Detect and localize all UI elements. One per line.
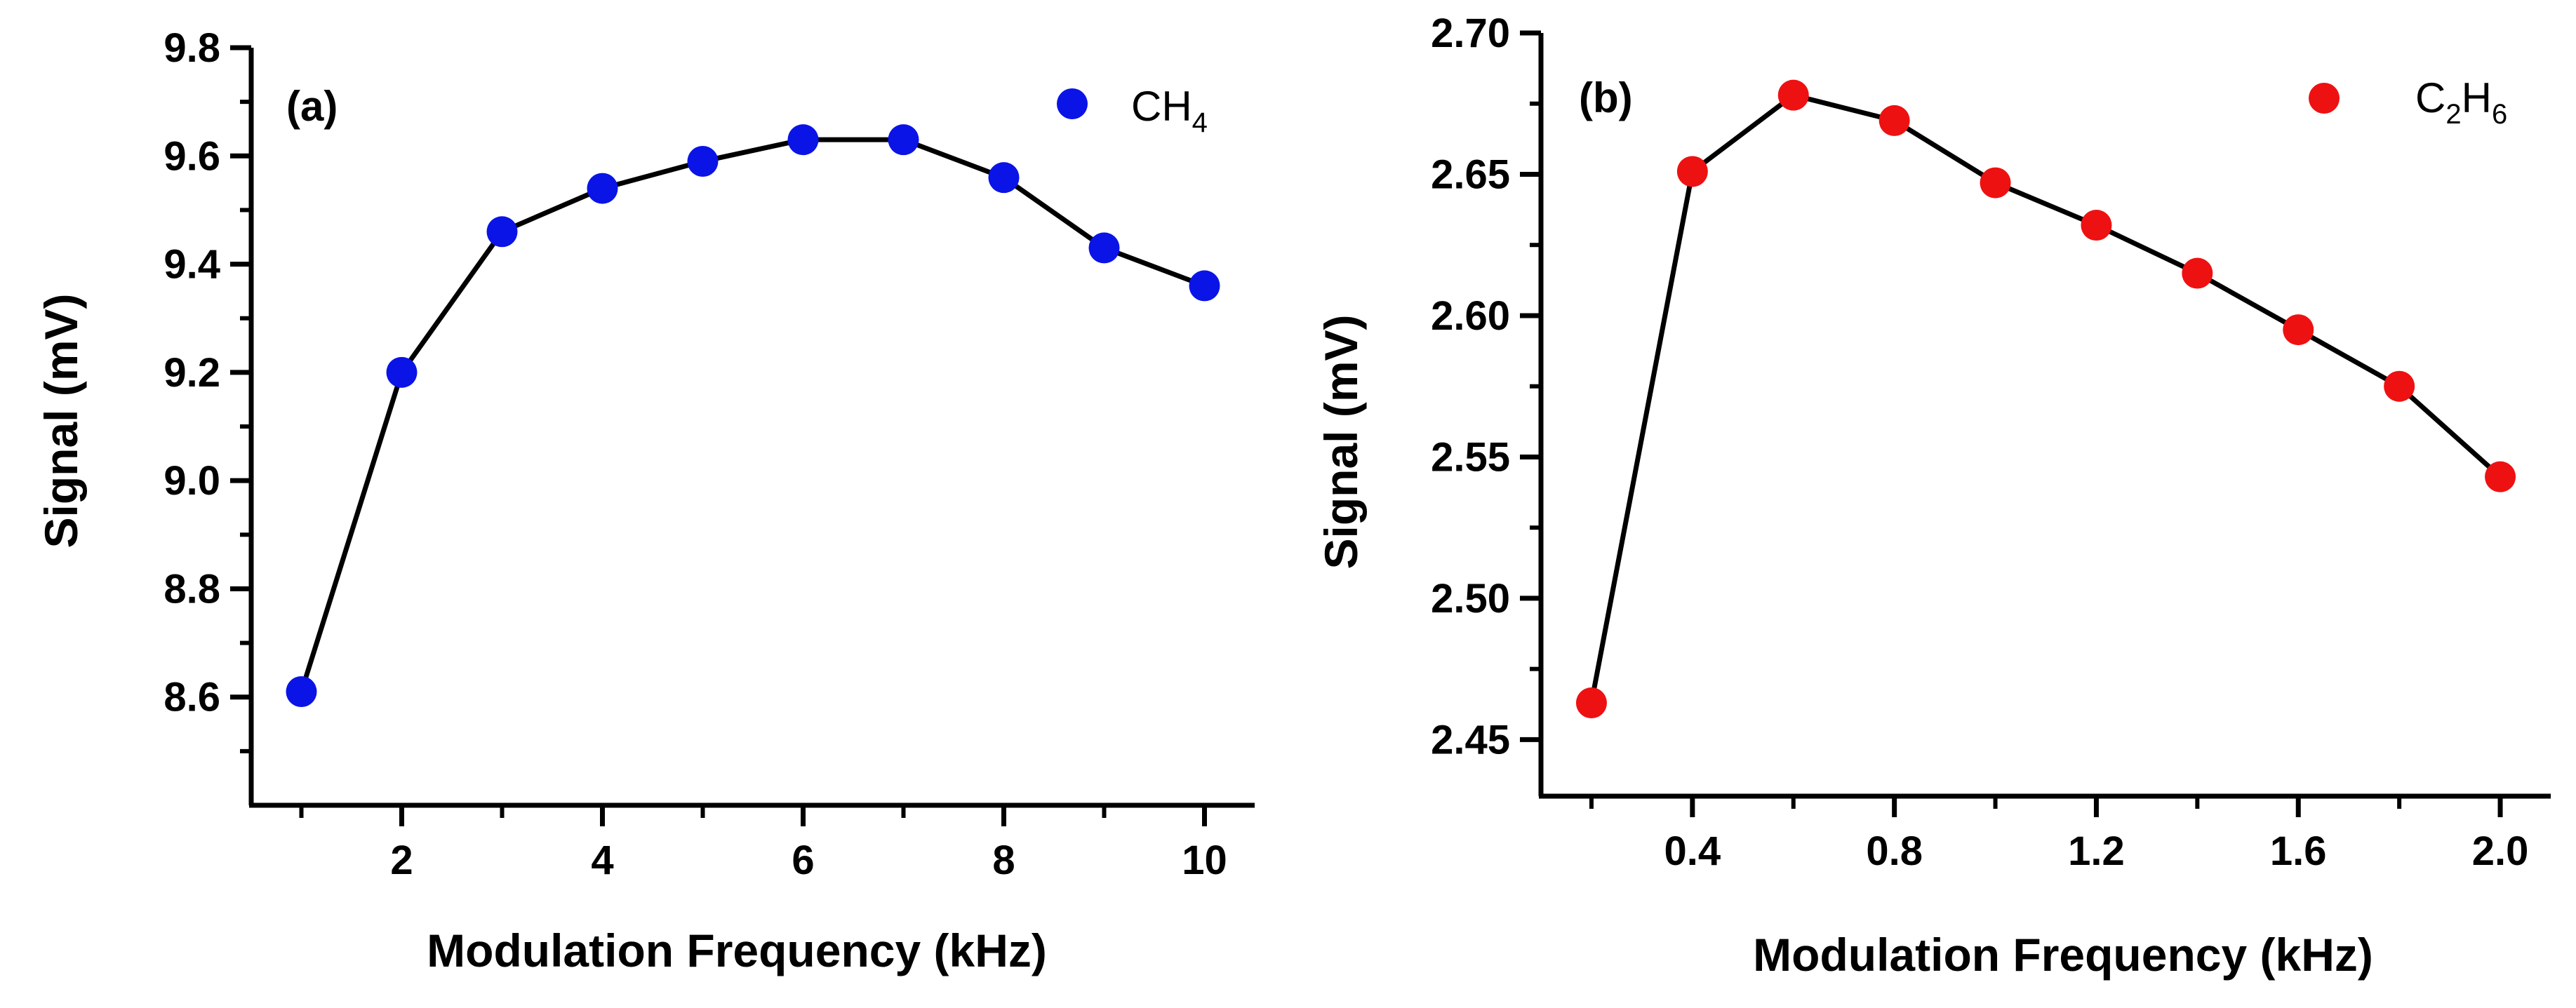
panel-b-data-point bbox=[2485, 461, 2516, 492]
panel-a-y-tick-label: 9.4 bbox=[163, 242, 220, 288]
panel-b-y-tick-label: 2.55 bbox=[1431, 434, 1510, 480]
panel-b-data-point bbox=[2081, 210, 2112, 241]
panel-b-x-tick-label: 1.2 bbox=[2068, 828, 2125, 874]
panel-b-x-axis-title: Modulation Frequency (kHz) bbox=[1753, 929, 2373, 981]
panel-b-legend-mid: H bbox=[2462, 74, 2492, 121]
panel-b-data-point bbox=[1878, 105, 1910, 136]
panel-a-axes bbox=[248, 48, 1255, 808]
panel-b-legend-sub2: 6 bbox=[2492, 99, 2507, 130]
panel-a-y-tick-label: 9.6 bbox=[163, 133, 220, 179]
panel-b-data-point bbox=[2283, 314, 2314, 346]
panel-b-y-tick-label: 2.60 bbox=[1431, 293, 1510, 339]
panel-b-data-point bbox=[1777, 79, 1809, 111]
panel-a-ticks: 8.6 8.8 9.0 9.2 9.4 9.6 9.8 2 4 6 8 10 bbox=[163, 25, 1227, 883]
panel-a-x-tick-label: 6 bbox=[792, 838, 814, 883]
panel-a-x-axis-title: Modulation Frequency (kHz) bbox=[427, 925, 1047, 976]
panel-b-series-line bbox=[1589, 93, 2502, 704]
panel-b-data-point bbox=[2182, 257, 2213, 289]
panel-a-data-point bbox=[286, 676, 317, 707]
panel-a-x-tick-label: 8 bbox=[992, 838, 1015, 883]
panel-b-ticks: 2.45 2.50 2.55 2.60 2.65 2.70 0.4 0.8 1.2 1.6 2.0 bbox=[1431, 11, 2528, 874]
panel-b-data-point bbox=[1575, 687, 1607, 719]
panel-a-y-tick-label: 8.6 bbox=[163, 675, 220, 720]
panel-b-legend-base: C bbox=[2415, 74, 2445, 121]
panel-b-y-tick-label: 2.70 bbox=[1431, 11, 1510, 56]
panel-b-label: (b) bbox=[1579, 74, 1633, 121]
panel-a-legend-sub: 4 bbox=[1192, 107, 1208, 138]
panel-b-x-tick-label: 2.0 bbox=[2472, 828, 2529, 874]
panel-b: (b) C2H6 Modulation Frequency (kHz) Sign… bbox=[1315, 11, 2551, 981]
panel-a-data-point bbox=[687, 146, 719, 177]
panel-a-x-tick-label: 2 bbox=[390, 838, 413, 883]
panel-a-legend-base: CH bbox=[1131, 83, 1192, 130]
panel-a-data-point bbox=[888, 124, 919, 156]
panel-a-y-tick-label: 9.0 bbox=[163, 458, 220, 504]
panel-b-series bbox=[1575, 79, 2516, 719]
panel-b-data-point bbox=[1676, 156, 1708, 187]
panel-a-data-point bbox=[486, 216, 518, 248]
panel-b-x-tick-label: 1.6 bbox=[2270, 828, 2327, 874]
panel-a-y-tick-label: 8.8 bbox=[163, 566, 220, 612]
panel-a-series-line bbox=[299, 137, 1206, 693]
panel-b-y-tick-label: 2.50 bbox=[1431, 576, 1510, 621]
panel-a-data-point bbox=[988, 162, 1020, 194]
panel-a-legend-label: CH4 bbox=[1131, 83, 1208, 138]
panel-b-x-tick-label: 0.4 bbox=[1664, 828, 1721, 874]
panel-a-x-tick-label: 10 bbox=[1182, 838, 1227, 883]
panel-b-y-tick-label: 2.45 bbox=[1431, 717, 1510, 762]
panel-b-axes bbox=[1538, 33, 2551, 799]
panel-b-legend-label: C2H6 bbox=[2415, 74, 2507, 130]
panel-a-data-point bbox=[587, 173, 618, 204]
panel-b-data-point bbox=[2384, 370, 2415, 402]
panel-a-y-tick-label: 9.8 bbox=[163, 25, 220, 71]
panel-a: (a) CH4 Modulation Frequency (kHz) Signa… bbox=[35, 25, 1255, 976]
panel-b-legend-marker bbox=[2309, 83, 2340, 114]
panel-a-y-tick-label: 9.2 bbox=[163, 350, 220, 396]
panel-a-x-tick-label: 4 bbox=[591, 838, 613, 883]
panel-b-data-point bbox=[1980, 167, 2011, 199]
panel-a-data-point bbox=[1189, 270, 1220, 302]
panel-a-label: (a) bbox=[286, 83, 338, 130]
panel-a-data-point bbox=[386, 356, 418, 388]
panel-a-data-point bbox=[1088, 232, 1120, 264]
panel-a-data-point bbox=[787, 124, 819, 156]
panel-a-series bbox=[286, 124, 1220, 707]
panel-b-x-tick-label: 0.8 bbox=[1866, 828, 1923, 874]
panel-a-y-axis-title: Signal (mV) bbox=[35, 293, 87, 548]
panel-b-legend-sub1: 2 bbox=[2445, 99, 2461, 130]
panel-b-y-axis-title: Signal (mV) bbox=[1315, 314, 1367, 569]
panel-a-legend-marker bbox=[1057, 88, 1088, 119]
panel-b-y-tick-label: 2.65 bbox=[1431, 152, 1510, 197]
